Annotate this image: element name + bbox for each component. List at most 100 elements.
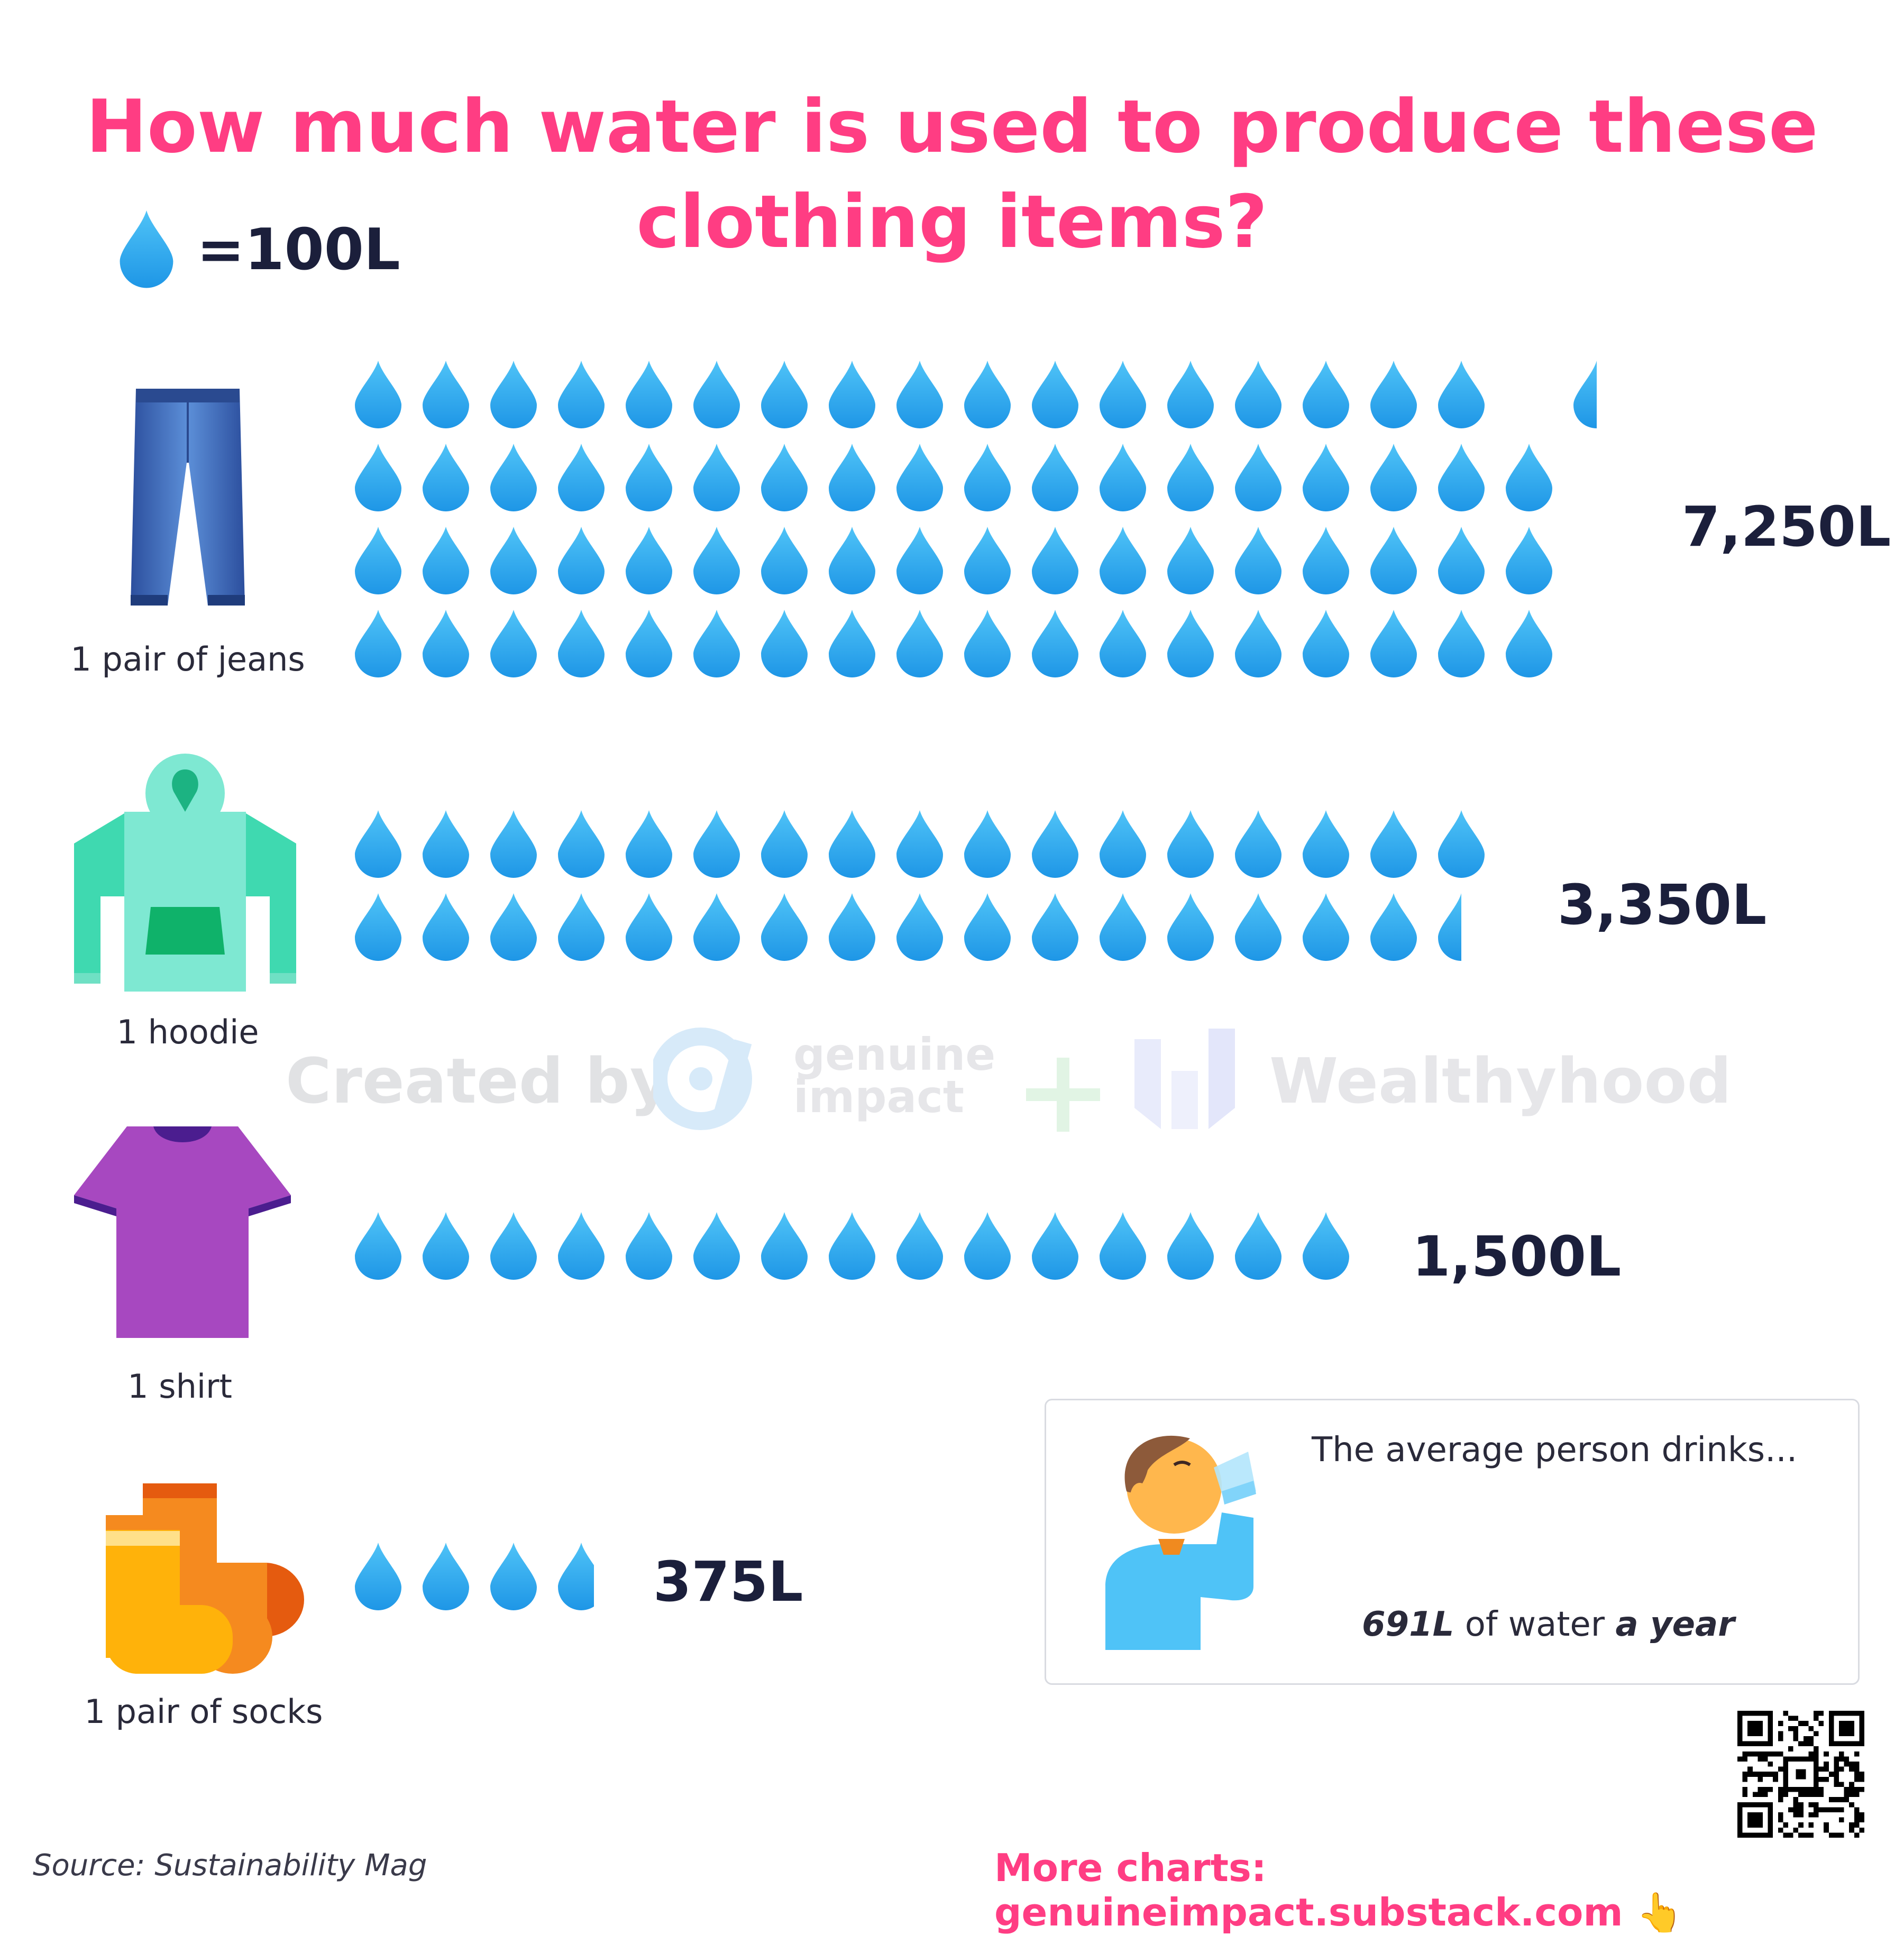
water-drop-jeans — [1370, 444, 1417, 511]
water-drop-jeans — [761, 444, 808, 511]
water-drop-jeans — [1438, 444, 1485, 511]
water-drop-jeans — [896, 527, 943, 594]
source-note: Source: Sustainability Mag — [33, 1848, 427, 1883]
water-drop-jeans — [1235, 527, 1281, 594]
water-drop-hoodie — [1235, 893, 1281, 961]
water-drop-jeans — [829, 361, 875, 428]
water-drop-jeans — [829, 527, 875, 594]
value-label-socks: 375L — [653, 1549, 803, 1614]
water-drop-jeans — [1303, 361, 1349, 428]
water-drop-hoodie — [1167, 810, 1214, 878]
water-drop-jeans — [355, 444, 401, 511]
water-drop-hoodie — [761, 893, 808, 961]
water-drop-jeans — [1167, 444, 1214, 511]
water-drop-jeans — [626, 444, 672, 511]
drink-period: a year — [1615, 1605, 1735, 1644]
socks-icon — [106, 1483, 304, 1674]
water-drop-jeans — [1032, 610, 1078, 677]
item-label-hoodie: 1 hoodie — [116, 1013, 259, 1051]
more-charts-link[interactable]: More charts: genuineimpact.substack.com … — [994, 1846, 1684, 1934]
water-drop-socks — [423, 1543, 469, 1610]
shirt-icon — [74, 1126, 291, 1338]
water-drop-shirt — [626, 1212, 672, 1280]
water-drop-hoodie — [423, 810, 469, 878]
water-drop-jeans — [490, 610, 537, 677]
water-drop-hoodie — [626, 810, 672, 878]
watermark-brand-wealthyhood: Wealthyhood — [1269, 1044, 1732, 1117]
water-drop-jeans — [761, 361, 808, 428]
water-drop-jeans — [1235, 444, 1281, 511]
plus-icon — [1026, 1058, 1100, 1132]
water-drop-jeans — [1167, 361, 1214, 428]
wealthyhood-logo-icon — [1134, 1029, 1235, 1129]
water-drop-shirt — [964, 1212, 1011, 1280]
water-drop-hoodie — [490, 893, 537, 961]
water-drop-hoodie — [1167, 893, 1214, 961]
water-drop-hoodie — [829, 810, 875, 878]
item-label-shirt: 1 shirt — [127, 1367, 232, 1406]
water-drop-shirt — [1167, 1212, 1214, 1280]
water-drop-jeans — [1506, 444, 1552, 511]
water-drop-jeans — [1100, 527, 1146, 594]
water-drop-jeans — [490, 361, 537, 428]
water-drop-hoodie — [1032, 893, 1078, 961]
water-drop-jeans — [1100, 444, 1146, 511]
drink-caption: 691L of water a year — [1362, 1605, 1735, 1644]
water-drop-hoodie — [1370, 810, 1417, 878]
water-drop-jeans — [1438, 361, 1485, 428]
water-drop-jeans — [558, 361, 605, 428]
legend-label: =100L — [197, 217, 400, 283]
water-drop-shirt — [1100, 1212, 1146, 1280]
water-drop-jeans — [1100, 361, 1146, 428]
water-drop-jeans — [1303, 444, 1349, 511]
water-drop-jeans — [693, 444, 740, 511]
water-drop-jeans — [1506, 527, 1552, 594]
person-drinking-icon — [1105, 1435, 1256, 1650]
water-drop-jeans — [355, 610, 401, 677]
water-drop-hoodie-partial — [1438, 893, 1461, 961]
water-drop-hoodie — [761, 810, 808, 878]
watermark: Created by genuine impact Wealthyhood — [286, 1021, 1732, 1137]
water-drop-jeans — [1438, 610, 1485, 677]
water-drop-jeans — [896, 610, 943, 677]
water-drop-hoodie — [693, 893, 740, 961]
water-drop-jeans — [1235, 361, 1281, 428]
water-drop-shirt — [829, 1212, 875, 1280]
water-drop-socks — [355, 1543, 401, 1610]
water-drop-shirt — [1235, 1212, 1281, 1280]
water-drop-jeans — [1370, 610, 1417, 677]
water-drop-jeans — [1370, 527, 1417, 594]
water-drop-jeans — [761, 610, 808, 677]
water-drop-jeans — [558, 610, 605, 677]
water-drop-shirt — [896, 1212, 943, 1280]
water-drop-jeans — [1032, 361, 1078, 428]
water-drop-jeans — [1303, 527, 1349, 594]
water-drop-socks-partial — [558, 1543, 594, 1610]
water-drop-hoodie — [1438, 810, 1485, 878]
water-drop-jeans — [1370, 361, 1417, 428]
genuine-impact-logo-icon — [653, 1028, 752, 1130]
water-drop-shirt — [1303, 1212, 1349, 1280]
water-drop-jeans — [896, 361, 943, 428]
water-drop-jeans — [693, 361, 740, 428]
water-drop-hoodie — [896, 893, 943, 961]
water-drop-hoodie — [1032, 810, 1078, 878]
water-drop-hoodie — [693, 810, 740, 878]
water-drop-hoodie — [558, 810, 605, 878]
water-drop-jeans — [693, 610, 740, 677]
water-drop-jeans — [1167, 527, 1214, 594]
water-drop-jeans — [693, 527, 740, 594]
water-drop-shirt — [761, 1212, 808, 1280]
water-drop-shirt — [693, 1212, 740, 1280]
water-drop-jeans — [423, 361, 469, 428]
drink-middle-text: of water — [1464, 1605, 1605, 1644]
water-drop-jeans — [1032, 444, 1078, 511]
water-drop-hoodie — [1235, 810, 1281, 878]
water-drop-shirt — [490, 1212, 537, 1280]
water-drop-jeans — [964, 444, 1011, 511]
water-drop-jeans — [355, 361, 401, 428]
water-drop-hoodie — [1303, 810, 1349, 878]
water-drop-hoodie — [964, 810, 1011, 878]
water-drop-jeans — [896, 444, 943, 511]
water-drop-jeans — [964, 610, 1011, 677]
